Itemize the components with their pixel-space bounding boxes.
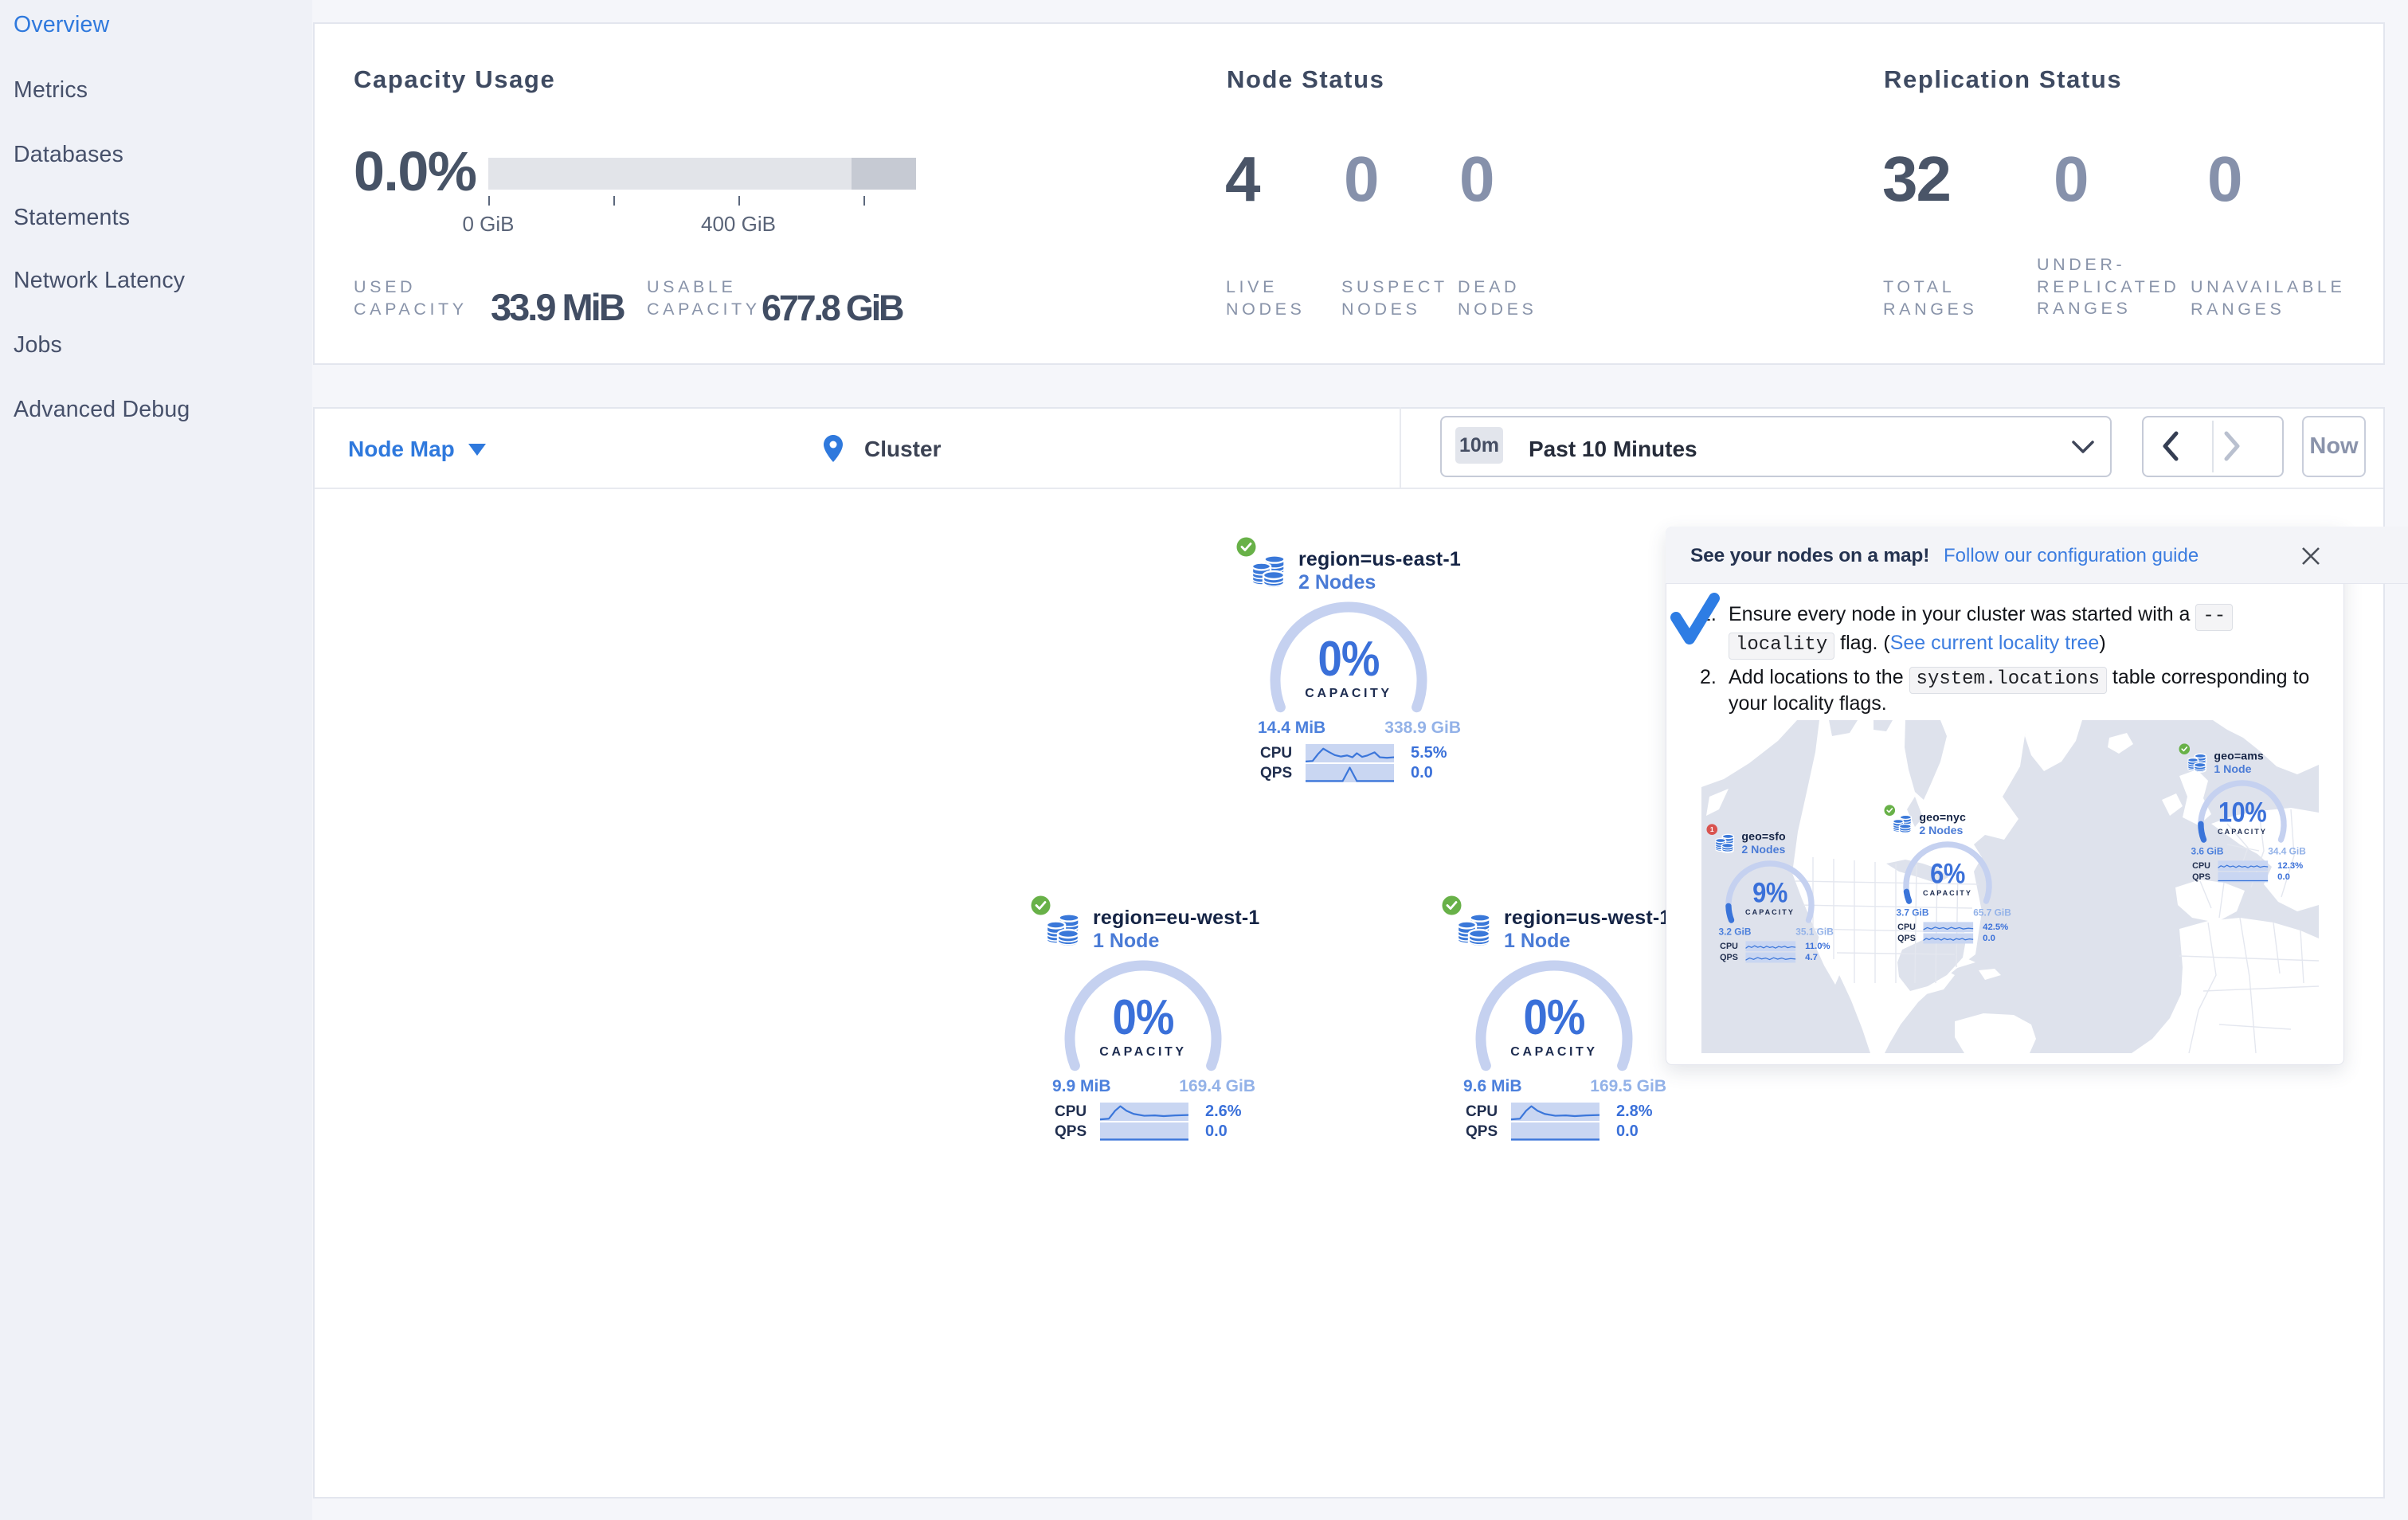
svg-text:1: 1 bbox=[1709, 825, 1713, 833]
